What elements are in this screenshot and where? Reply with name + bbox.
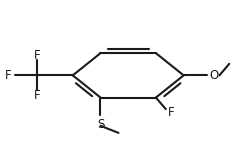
Text: S: S <box>97 118 104 131</box>
Text: F: F <box>168 106 174 119</box>
Text: F: F <box>34 49 40 62</box>
Text: O: O <box>210 69 219 82</box>
Text: F: F <box>34 89 40 102</box>
Text: F: F <box>5 69 11 82</box>
